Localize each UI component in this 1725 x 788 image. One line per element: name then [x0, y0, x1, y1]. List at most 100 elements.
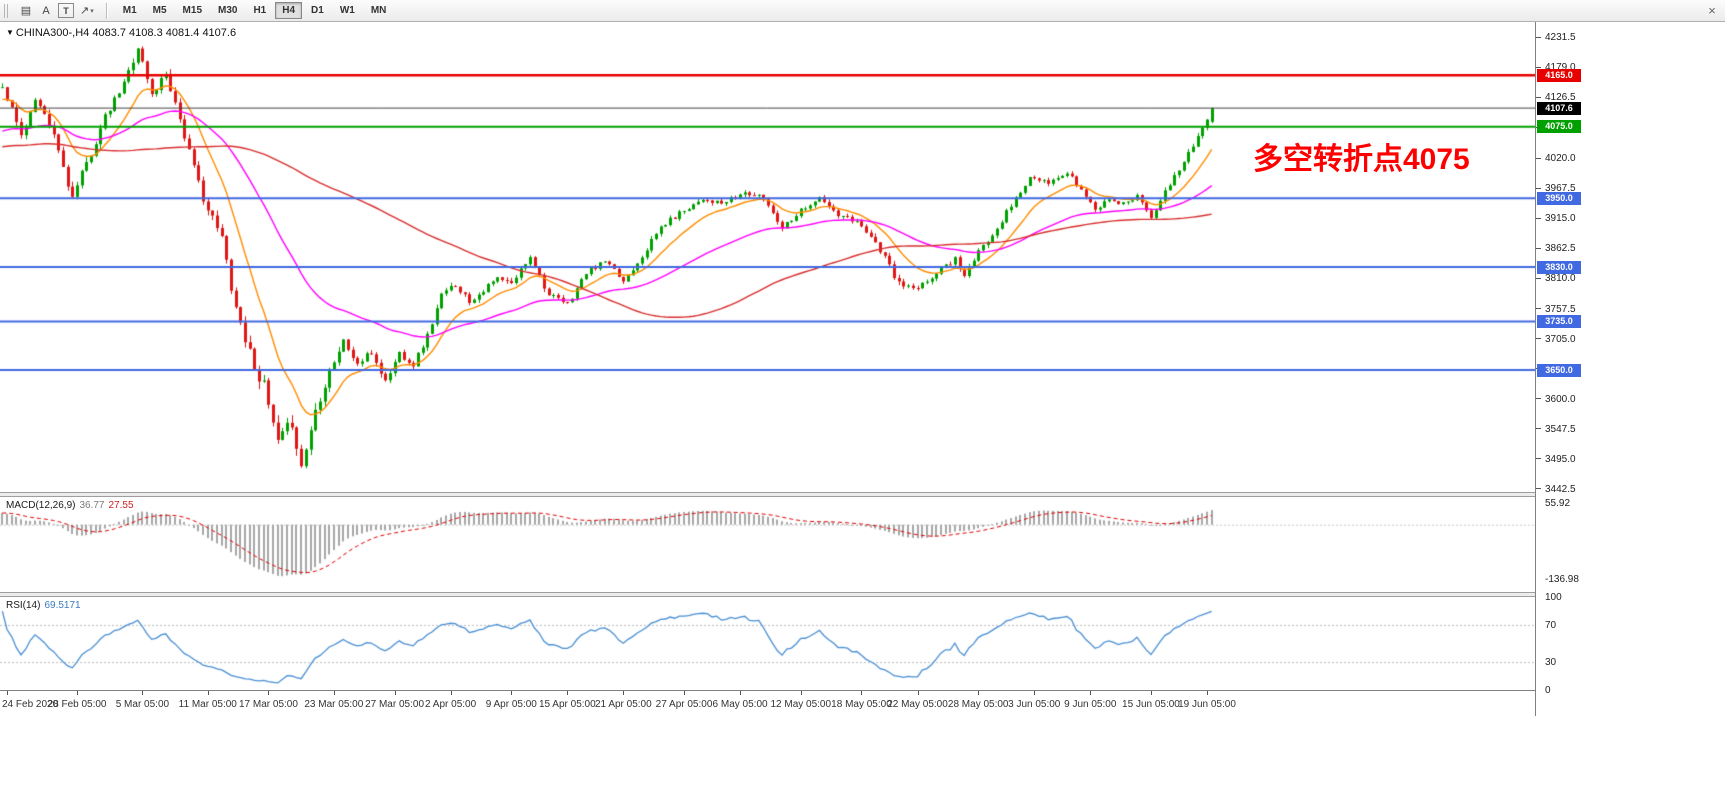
macd-panel-canvas[interactable]: [0, 497, 1535, 592]
time-axis-tick: [268, 691, 269, 695]
price-axis-label: 4126.5: [1545, 92, 1576, 104]
time-axis-tick: [451, 691, 452, 695]
time-axis-tick: [567, 691, 568, 695]
rsi-axis-label: 0: [1545, 685, 1551, 696]
time-axis-label: 28 Feb 05:00: [47, 699, 107, 710]
price-axis-tick: [1536, 488, 1541, 490]
time-axis-tick: [1151, 691, 1152, 695]
rsi-panel-canvas[interactable]: [0, 597, 1535, 690]
time-axis-tick: [1090, 691, 1091, 695]
time-axis-tick: [801, 691, 802, 695]
time-axis-tick: [511, 691, 512, 695]
time-axis-label: 23 Mar 05:00: [304, 699, 364, 710]
time-axis[interactable]: 24 Feb 2020 28 Feb 05:00 5 Mar 05:00 11 Mar…: [0, 690, 1535, 716]
time-axis-label: 27 Mar 05:00: [365, 699, 425, 710]
time-axis-tick: [1034, 691, 1035, 695]
price-axis-tick: [1536, 458, 1541, 460]
time-axis-label: 15 Jun 05:00: [1122, 699, 1180, 710]
rsi-name: RSI(14): [6, 600, 41, 611]
price-axis-label: 3967.5: [1545, 183, 1576, 195]
price-badge-4165-0: 4165.0: [1537, 68, 1581, 82]
macd-main-value: 36.77: [79, 500, 105, 511]
time-axis-tick: [7, 691, 8, 695]
price-badge-3650-0: 3650.0: [1537, 363, 1581, 377]
toolbar-tools-group: ▤ A T ↗ ▾: [16, 2, 98, 20]
time-axis-tick: [77, 691, 78, 695]
price-axis-tick: [1536, 36, 1541, 38]
timeframe-button-h1[interactable]: H1: [246, 2, 273, 19]
price-axis[interactable]: 4231.54179.04126.54074.04020.03967.53915…: [1535, 22, 1725, 716]
time-axis-label: 5 Mar 05:00: [115, 699, 170, 710]
charts-grid-icon[interactable]: ▤: [16, 2, 36, 20]
price-axis-tick: [1536, 66, 1541, 68]
time-axis-tick: [395, 691, 396, 695]
time-axis-tick: [861, 691, 862, 695]
price-axis-label: 3757.5: [1545, 303, 1576, 315]
text-annotation-button[interactable]: A: [36, 2, 56, 20]
price-badge-3830-0: 3830.0: [1537, 260, 1581, 274]
toolbar-separator: [105, 2, 107, 19]
price-badge-4075-0: 4075.0: [1537, 120, 1581, 134]
timeframe-button-w1[interactable]: W1: [333, 2, 362, 19]
price-axis-label: 3705.0: [1545, 333, 1576, 345]
timeframe-button-mn[interactable]: MN: [364, 2, 394, 19]
time-axis-tick: [740, 691, 741, 695]
time-axis-tick: [684, 691, 685, 695]
price-axis-label: 3547.5: [1545, 423, 1576, 435]
main-chart-canvas[interactable]: [0, 22, 1535, 492]
price-axis-tick: [1536, 217, 1541, 219]
time-axis-tick: [208, 691, 209, 695]
price-axis-label: 3810.0: [1545, 273, 1576, 285]
price-axis-label: 4231.5: [1545, 32, 1576, 44]
rsi-indicator-label: RSI(14) 69.5171: [6, 600, 81, 611]
shapes-dropdown-button[interactable]: ↗ ▾: [76, 2, 98, 20]
timeframe-button-m5[interactable]: M5: [146, 2, 174, 19]
price-axis-label: 3495.0: [1545, 453, 1576, 465]
close-button[interactable]: ×: [1703, 2, 1721, 20]
time-axis-label: 2 Apr 05:00: [425, 699, 477, 710]
panel-splitter-macd[interactable]: [0, 492, 1535, 497]
panel-splitter-rsi[interactable]: [0, 592, 1535, 597]
macd-axis-label: -136.98: [1545, 573, 1579, 585]
time-axis-tick: [142, 691, 143, 695]
price-axis-label: 3600.0: [1545, 393, 1576, 405]
timeframe-button-m1[interactable]: M1: [116, 2, 144, 19]
time-axis-label: 6 May 05:00: [712, 699, 768, 710]
timeframe-toolbar: M1 M5 M15 M30 H1 H4 D1 W1 MN: [115, 2, 395, 19]
price-axis-label: 3862.5: [1545, 243, 1576, 255]
timeframe-button-h4[interactable]: H4: [275, 2, 303, 19]
price-axis-label: 3442.5: [1545, 483, 1576, 495]
time-axis-tick: [918, 691, 919, 695]
time-axis-tick: [623, 691, 624, 695]
price-axis-label: 3915.0: [1545, 213, 1576, 225]
macd-axis-label: 55.92: [1545, 497, 1571, 509]
time-axis-label: 15 Apr 05:00: [538, 699, 596, 710]
rsi-axis-label: 70: [1545, 619, 1557, 631]
symbol-ohlc-text: CHINA300-,H4 4083.7 4108.3 4081.4 4107.6: [15, 27, 237, 39]
price-axis-label: 4020.0: [1545, 153, 1576, 165]
time-axis-label: 12 May 05:00: [770, 699, 832, 710]
price-axis-tick: [1536, 338, 1541, 340]
timeframe-button-m15[interactable]: M15: [176, 2, 209, 19]
time-axis-label: 21 Apr 05:00: [594, 699, 652, 710]
chart-annotation-text[interactable]: 多空转折点4075: [1253, 143, 1470, 176]
time-axis-label: 11 Mar 05:00: [178, 699, 237, 710]
text-box-button[interactable]: T: [58, 3, 74, 18]
time-axis-label: 18 May 05:00: [831, 699, 892, 710]
time-axis-label: 28 May 05:00: [947, 699, 1009, 710]
timeframe-button-d1[interactable]: D1: [304, 2, 331, 19]
price-axis-label: 4179.0: [1545, 62, 1576, 74]
rsi-axis-label: 30: [1545, 657, 1557, 669]
time-axis-label: 27 Apr 05:00: [655, 699, 713, 710]
toolbar: ▤ A T ↗ ▾ M1 M5 M15 M30 H1 H4 D1 W1 MN ×: [0, 0, 1725, 22]
price-badge-3735-0: 3735.0: [1537, 314, 1581, 328]
time-axis-label: 3 Jun 05:00: [1008, 699, 1061, 710]
timeframe-button-m30[interactable]: M30: [211, 2, 244, 19]
macd-name: MACD(12,26,9): [6, 500, 76, 511]
price-axis-tick: [1536, 277, 1541, 279]
time-axis-label: 9 Apr 05:00: [485, 699, 537, 710]
time-axis-label: 22 May 05:00: [887, 699, 948, 710]
price-axis-tick: [1536, 428, 1541, 430]
toolbar-grip-icon[interactable]: [4, 3, 10, 18]
